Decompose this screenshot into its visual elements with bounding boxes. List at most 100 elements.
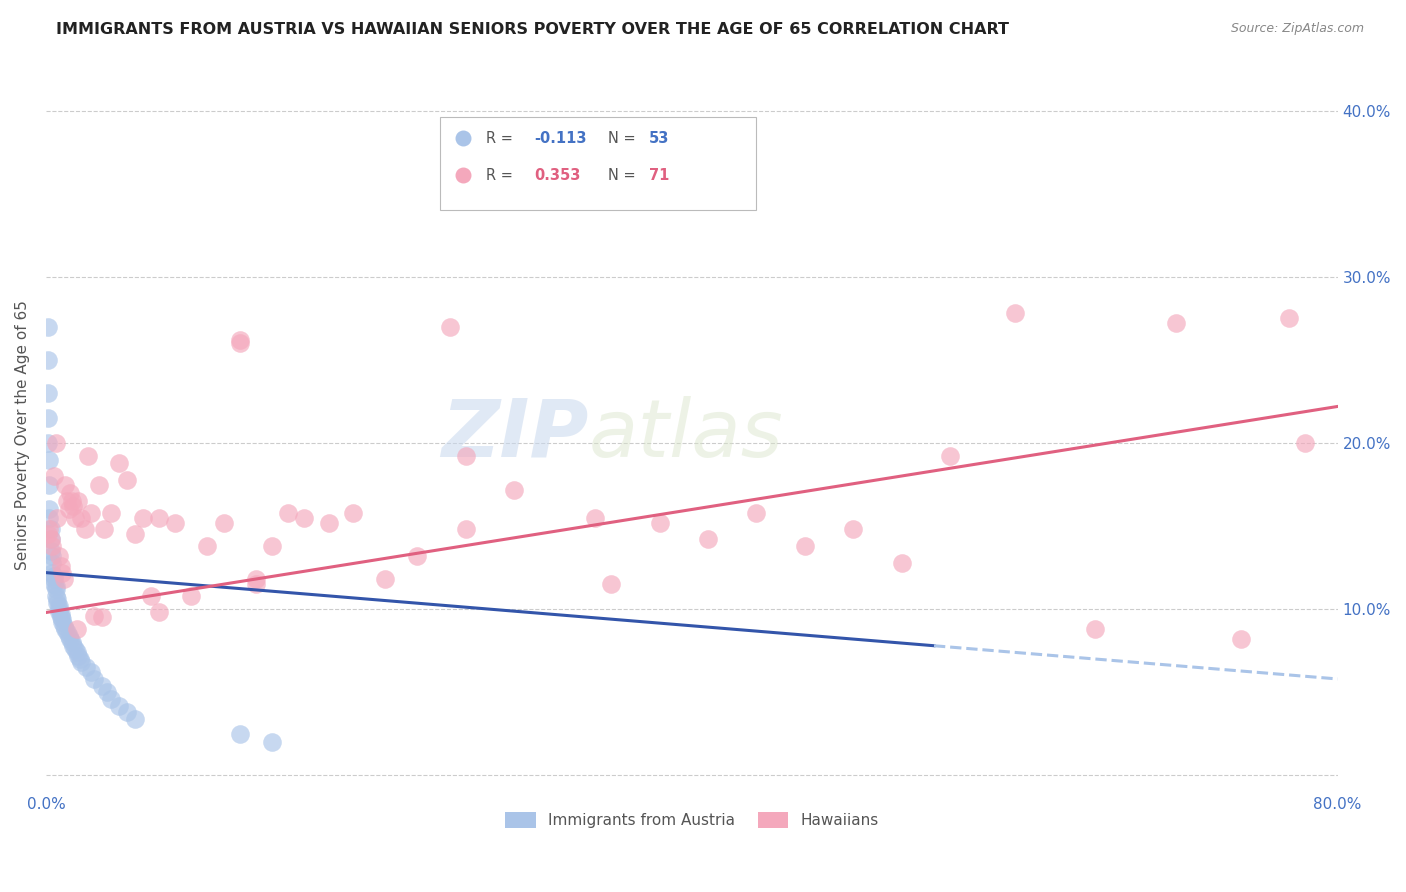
Point [38,502,60,516]
Point [38,510,60,524]
Point [342,506,364,520]
Point [46,592,69,607]
Point [60,494,83,508]
Point [83,608,105,623]
Point [124,527,146,541]
Point [60,635,83,649]
Point [180,589,202,603]
Point [1229,632,1251,646]
Point [939,450,962,464]
Point [842,523,865,537]
Point [39,544,62,558]
Point [107,698,129,713]
Text: 53: 53 [650,130,669,145]
Point [52,572,75,586]
Point [91,610,114,624]
Point [59,632,82,646]
Point [58,629,80,643]
Point [148,510,170,524]
Point [73,523,96,537]
Point [91,679,114,693]
Point [42,572,65,586]
Point [139,589,162,603]
Point [49,607,72,622]
Point [83,672,105,686]
Point [70,656,93,670]
Point [1004,306,1026,320]
Point [48,602,70,616]
Point [59,486,82,500]
Point [124,712,146,726]
Point [41,549,63,563]
Point [52,619,75,633]
Point [1166,317,1188,331]
Point [197,539,219,553]
Point [439,319,461,334]
Point [107,456,129,470]
Point [51,566,73,580]
Point [62,639,84,653]
Point [1084,622,1107,636]
Point [551,170,574,185]
Text: 0.353: 0.353 [534,168,581,183]
Point [583,510,606,524]
Point [56,625,79,640]
Point [70,510,93,524]
Point [228,727,250,741]
Point [41,539,63,553]
Point [49,610,72,624]
Point [63,642,86,657]
Point [41,566,63,580]
Point [100,506,122,520]
Text: ZIP: ZIP [441,396,589,474]
Point [53,477,76,491]
Point [37,436,59,450]
Point [51,612,73,626]
Point [260,735,283,749]
Text: N =: N = [607,168,640,183]
Point [42,569,65,583]
Point [745,506,768,520]
Point [48,549,70,563]
Point [51,615,73,630]
Point [89,477,111,491]
Text: R =: R = [486,168,517,183]
Point [63,510,86,524]
Point [37,386,59,401]
Point [96,685,118,699]
Point [37,411,59,425]
Point [42,577,65,591]
Point [212,516,235,530]
Point [62,499,84,513]
Point [100,692,122,706]
Text: 71: 71 [650,168,669,183]
Point [39,533,62,547]
Point [45,579,67,593]
Point [46,595,69,609]
Point [1278,311,1301,326]
Point [38,452,60,467]
Point [80,665,103,680]
Point [406,549,429,563]
Point [49,558,72,573]
Point [890,556,912,570]
Point [697,533,720,547]
Point [228,333,250,347]
Point [648,516,671,530]
Point [318,516,340,530]
Point [45,589,67,603]
Point [53,622,76,636]
Point [38,523,60,537]
Point [45,582,67,597]
Point [260,539,283,553]
Point [228,336,250,351]
Point [245,572,267,586]
Point [67,648,90,663]
Point [67,494,90,508]
Point [45,436,67,450]
Point [503,483,526,497]
Point [454,523,477,537]
Text: IMMIGRANTS FROM AUSTRIA VS HAWAIIAN SENIORS POVERTY OVER THE AGE OF 65 CORRELATI: IMMIGRANTS FROM AUSTRIA VS HAWAIIAN SENI… [56,22,1010,37]
Point [39,533,62,547]
Point [37,319,59,334]
